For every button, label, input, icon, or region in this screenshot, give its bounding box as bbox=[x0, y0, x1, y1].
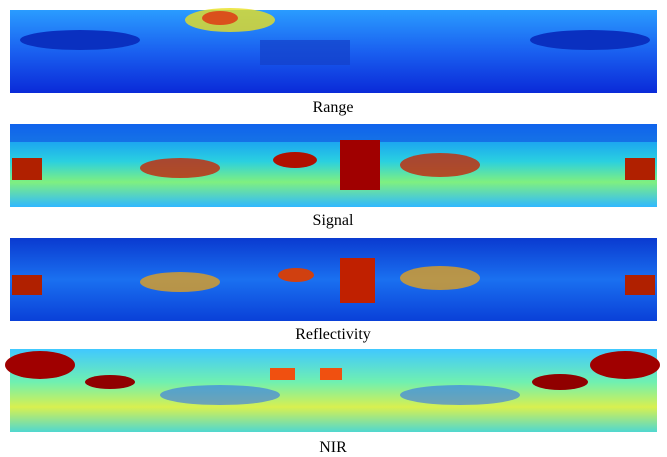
signal-panel: Signal bbox=[10, 124, 657, 229]
nir-shape bbox=[400, 385, 520, 405]
signal-shape bbox=[12, 158, 42, 180]
reflectivity-shape bbox=[400, 266, 480, 290]
signal-shape bbox=[10, 124, 657, 142]
reflectivity-shape bbox=[625, 275, 655, 295]
caption: Reflectivity bbox=[295, 326, 371, 343]
signal-shape bbox=[400, 153, 480, 177]
reflectivity-shape bbox=[140, 272, 220, 292]
range-shape bbox=[260, 40, 350, 65]
caption: Range bbox=[313, 99, 354, 116]
reflectivity-panel: Reflectivity bbox=[10, 238, 657, 343]
range-shape bbox=[20, 30, 140, 50]
range-highlight bbox=[202, 11, 238, 25]
signal-shape bbox=[625, 158, 655, 180]
signal-shape bbox=[273, 152, 317, 168]
nir-shape bbox=[270, 368, 295, 380]
nir-shape bbox=[320, 368, 342, 380]
nir-shape bbox=[532, 374, 588, 390]
signal-shape bbox=[340, 140, 380, 190]
nir-image bbox=[10, 349, 657, 432]
caption: Signal bbox=[313, 212, 354, 229]
signal-shape bbox=[140, 158, 220, 178]
nir-shape bbox=[85, 375, 135, 389]
range-panel: Range bbox=[10, 8, 657, 116]
caption: NIR bbox=[319, 439, 347, 456]
reflectivity-image bbox=[10, 238, 657, 321]
range-shape bbox=[530, 30, 650, 50]
reflectivity-shape bbox=[12, 275, 42, 295]
nir-shape bbox=[5, 351, 75, 379]
nir-shape bbox=[590, 351, 660, 379]
reflectivity-shape bbox=[278, 268, 314, 282]
nir-panel: NIR bbox=[5, 349, 660, 456]
reflectivity-shape bbox=[340, 258, 375, 303]
nir-shape bbox=[160, 385, 280, 405]
